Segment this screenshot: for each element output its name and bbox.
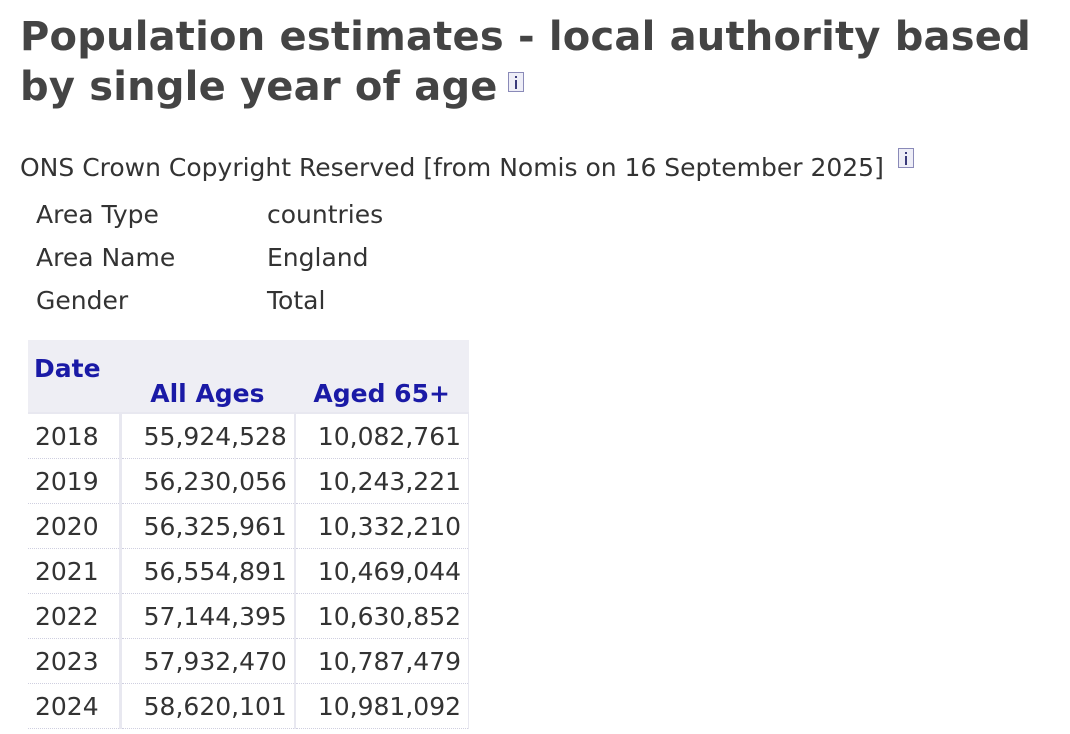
meta-label: Area Type [36, 200, 159, 229]
cell-all-ages: 57,144,395 [120, 593, 296, 639]
cell-aged-65-plus: 10,243,221 [294, 458, 469, 504]
meta-row-area-name: Area Name England [36, 236, 383, 279]
table-row: 2018 55,924,528 10,082,761 [28, 412, 469, 459]
cell-date: 2020 [28, 503, 122, 549]
cell-date: 2024 [28, 683, 122, 729]
cell-all-ages: 56,325,961 [120, 503, 296, 549]
cell-all-ages: 56,230,056 [120, 458, 296, 504]
cell-all-ages: 57,932,470 [120, 638, 296, 684]
meta-label: Gender [36, 286, 129, 315]
meta-value: countries [267, 200, 384, 229]
column-header-date[interactable]: Date [28, 340, 120, 413]
cell-aged-65-plus: 10,332,210 [294, 503, 469, 549]
cell-aged-65-plus: 10,787,479 [294, 638, 469, 684]
copyright-line: ONS Crown Copyright Reserved [from Nomis… [20, 148, 914, 188]
cell-aged-65-plus: 10,630,852 [294, 593, 469, 639]
table-row: 2022 57,144,395 10,630,852 [28, 593, 469, 639]
cell-all-ages: 56,554,891 [120, 548, 296, 594]
cell-date: 2018 [28, 412, 122, 459]
cell-date: 2022 [28, 593, 122, 639]
meta-label: Area Name [36, 243, 176, 272]
cell-date: 2021 [28, 548, 122, 594]
table-row: 2021 56,554,891 10,469,044 [28, 548, 469, 594]
copyright-text: ONS Crown Copyright Reserved [from Nomis… [20, 153, 884, 182]
cell-date: 2019 [28, 458, 122, 504]
page-title: Population estimates - local authority b… [20, 12, 1065, 112]
meta-row-gender: Gender Total [36, 279, 383, 322]
table-row: 2023 57,932,470 10,787,479 [28, 638, 469, 684]
page-title-text: Population estimates - local authority b… [20, 14, 1031, 110]
metadata-table: Area Type countries Area Name England Ge… [36, 193, 383, 322]
table-header-row: Date All Ages Aged 65+ [28, 340, 469, 413]
cell-all-ages: 55,924,528 [120, 412, 296, 459]
cell-aged-65-plus: 10,981,092 [294, 683, 469, 729]
info-icon[interactable] [507, 72, 524, 92]
cell-date: 2023 [28, 638, 122, 684]
info-icon[interactable] [897, 148, 914, 168]
cell-aged-65-plus: 10,469,044 [294, 548, 469, 594]
cell-aged-65-plus: 10,082,761 [294, 412, 469, 459]
meta-value: Total [267, 286, 326, 315]
table-row: 2020 56,325,961 10,332,210 [28, 503, 469, 549]
column-header-aged-65-plus[interactable]: Aged 65+ [294, 340, 469, 413]
population-table: Date All Ages Aged 65+ 2018 55,924,528 1… [28, 340, 469, 729]
cell-all-ages: 58,620,101 [120, 683, 296, 729]
table-row: 2019 56,230,056 10,243,221 [28, 458, 469, 504]
meta-row-area-type: Area Type countries [36, 193, 383, 236]
table-row: 2024 58,620,101 10,981,092 [28, 683, 469, 729]
column-header-all-ages[interactable]: All Ages [120, 340, 295, 413]
meta-value: England [267, 243, 369, 272]
